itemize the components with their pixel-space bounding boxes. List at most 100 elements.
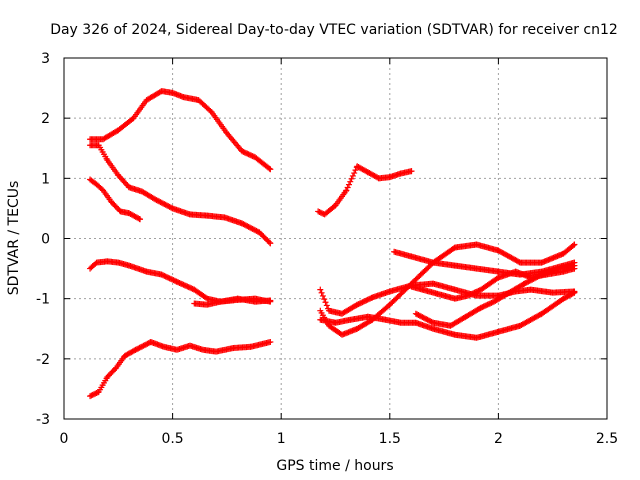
- data-point: [321, 296, 328, 303]
- data-point: [349, 172, 356, 179]
- data-point: [484, 301, 491, 308]
- data-point: [267, 338, 274, 345]
- data-point: [481, 302, 488, 309]
- data-point: [244, 223, 251, 230]
- data-point: [414, 311, 421, 318]
- data-point: [351, 170, 358, 177]
- data-point: [87, 393, 94, 400]
- data-point: [104, 373, 111, 380]
- data-point: [571, 241, 578, 248]
- data-point: [354, 301, 361, 308]
- data-point: [347, 178, 354, 185]
- data-point: [415, 312, 422, 319]
- data-point: [98, 186, 105, 193]
- data-point: [478, 304, 485, 311]
- x-tick-label: 0: [60, 431, 69, 447]
- y-tick-label: 2: [41, 111, 50, 127]
- data-point: [154, 197, 161, 204]
- data-point: [533, 274, 540, 281]
- data-point: [253, 227, 260, 234]
- data-point: [419, 314, 426, 321]
- data-point: [92, 390, 99, 397]
- data-point: [423, 316, 430, 323]
- data-point: [248, 152, 255, 159]
- data-point: [471, 289, 478, 296]
- data-point: [105, 372, 112, 379]
- data-point: [244, 150, 251, 157]
- data-point: [317, 286, 324, 293]
- data-point: [88, 392, 95, 399]
- data-point: [420, 314, 427, 321]
- data-point: [526, 277, 533, 284]
- y-axis-label: SDTVAR / TECUs: [6, 181, 22, 296]
- data-point: [157, 199, 164, 206]
- series-arc-1: [87, 88, 274, 173]
- data-point: [165, 203, 172, 210]
- data-point: [267, 297, 274, 304]
- data-point: [152, 196, 159, 203]
- data-point: [89, 391, 96, 398]
- x-tick-label: 2: [494, 431, 503, 447]
- data-point: [170, 277, 177, 284]
- chart-title: Day 326 of 2024, Sidereal Day-to-day VTE…: [50, 22, 618, 38]
- data-point: [408, 168, 415, 175]
- data-point: [153, 197, 160, 204]
- data-point: [163, 274, 170, 281]
- x-tick-label: 1.5: [379, 431, 401, 447]
- data-point: [92, 260, 99, 267]
- data-point: [267, 166, 274, 173]
- data-point: [162, 273, 169, 280]
- data-point: [245, 223, 252, 230]
- data-point: [522, 279, 529, 286]
- data-point: [158, 199, 165, 206]
- data-point: [113, 204, 120, 211]
- data-point: [132, 346, 139, 353]
- data-point: [133, 346, 140, 353]
- data-point: [323, 302, 330, 309]
- data-point: [139, 343, 146, 350]
- data-point: [362, 297, 369, 304]
- data-point: [427, 318, 434, 325]
- data-point: [364, 296, 371, 303]
- data-point: [239, 148, 246, 155]
- series-arc-6: [87, 338, 274, 400]
- data-point: [412, 310, 419, 317]
- series-arc-9: [317, 241, 578, 338]
- data-point: [109, 368, 116, 375]
- data-point: [530, 275, 537, 282]
- data-point: [207, 107, 214, 114]
- data-point: [160, 272, 167, 279]
- data-point: [358, 299, 365, 306]
- x-tick-label: 1: [277, 431, 286, 447]
- data-point: [203, 294, 210, 301]
- x-tick-label: 2.5: [596, 431, 618, 447]
- data-point: [571, 262, 578, 269]
- data-point: [110, 200, 117, 207]
- data-point: [355, 301, 362, 308]
- data-point: [158, 271, 165, 278]
- y-tick-label: 1: [41, 171, 50, 187]
- data-point: [352, 167, 359, 174]
- data-point: [316, 209, 323, 216]
- data-point: [245, 151, 252, 158]
- data-point: [474, 288, 481, 295]
- data-point: [243, 222, 250, 229]
- data-point: [241, 149, 248, 156]
- data-point: [315, 208, 322, 215]
- data-point: [107, 371, 114, 378]
- y-tick-label: -3: [36, 412, 50, 428]
- data-point: [475, 287, 482, 294]
- data-point: [488, 299, 495, 306]
- data-point: [90, 391, 97, 398]
- data-point: [243, 150, 250, 157]
- y-tick-label: 3: [41, 51, 50, 67]
- data-point: [529, 276, 536, 283]
- data-point: [156, 198, 163, 205]
- data-point: [356, 300, 363, 307]
- data-point: [246, 224, 253, 231]
- data-point: [344, 184, 351, 191]
- x-tick-label: 0.5: [161, 431, 183, 447]
- data-point: [345, 181, 352, 188]
- data-point: [239, 220, 246, 227]
- grid-lines: [64, 58, 607, 419]
